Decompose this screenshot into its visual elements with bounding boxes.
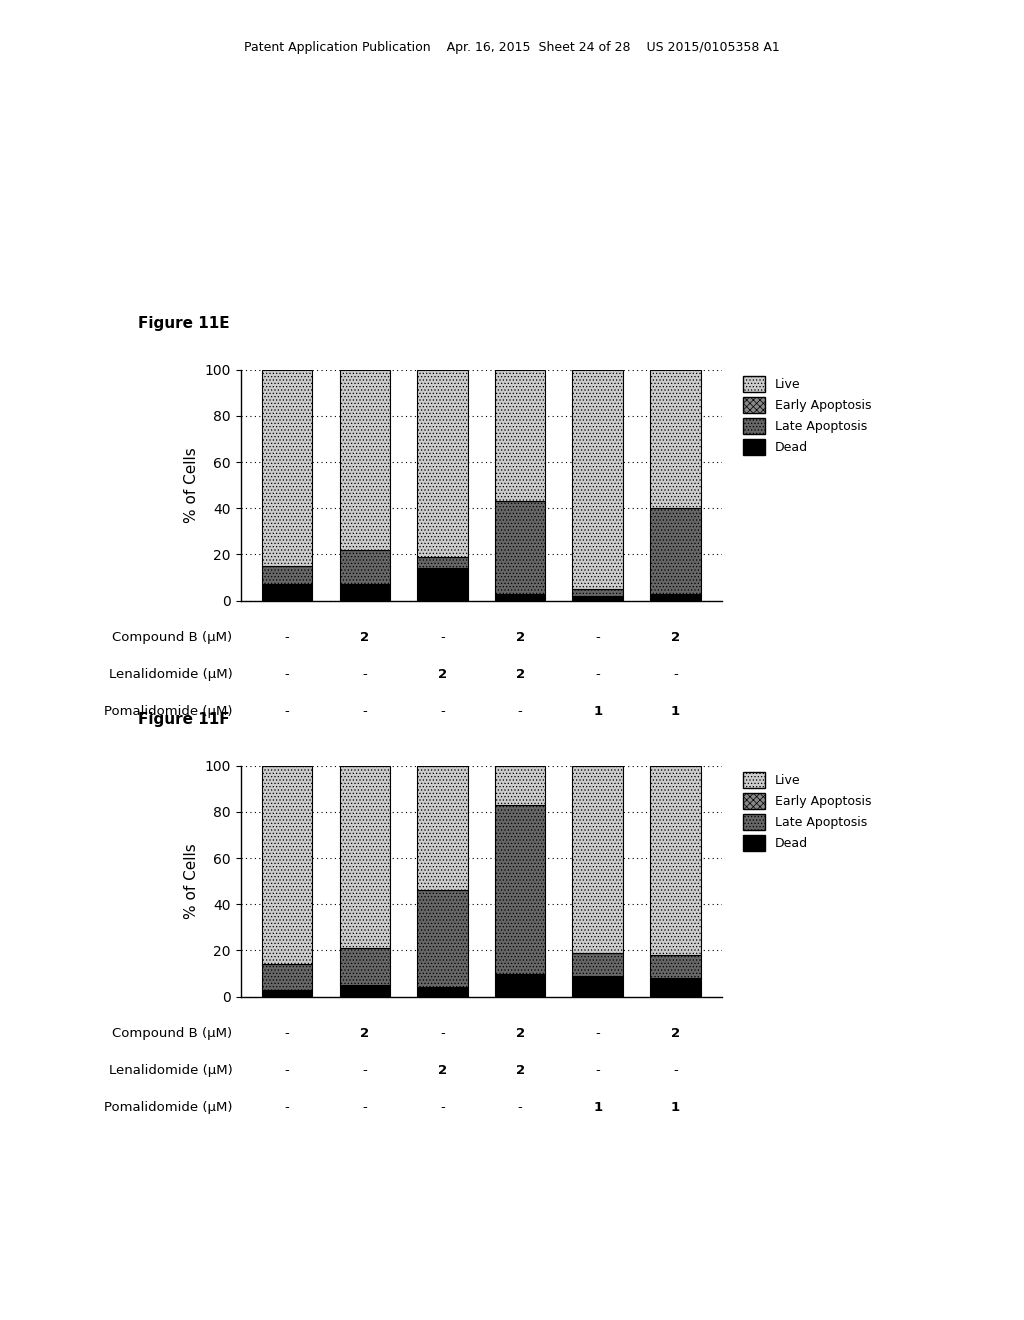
Bar (262, 585, 312, 601)
Bar (417, 987, 468, 997)
Text: Pomalidomide (μM): Pomalidomide (μM) (104, 705, 232, 718)
Bar (340, 549, 390, 585)
Bar (495, 594, 546, 601)
Bar (495, 370, 546, 502)
Text: -: - (673, 1064, 678, 1077)
Text: Figure 11F: Figure 11F (138, 711, 229, 727)
Bar (495, 805, 546, 974)
Text: -: - (440, 1027, 444, 1040)
Text: 2: 2 (515, 668, 524, 681)
Text: 2: 2 (360, 631, 370, 644)
Text: Patent Application Publication    Apr. 16, 2015  Sheet 24 of 28    US 2015/01053: Patent Application Publication Apr. 16, … (244, 41, 780, 54)
Bar (417, 568, 468, 601)
Bar (417, 766, 468, 891)
Bar (572, 370, 623, 589)
Bar (572, 975, 623, 997)
Text: 1: 1 (671, 1101, 680, 1114)
Text: 2: 2 (360, 1027, 370, 1040)
Text: -: - (595, 668, 600, 681)
Text: -: - (362, 705, 368, 718)
Text: 2: 2 (438, 1064, 447, 1077)
Y-axis label: % of Cells: % of Cells (184, 843, 199, 919)
Bar (340, 985, 390, 997)
Text: 1: 1 (671, 705, 680, 718)
Text: -: - (285, 1064, 290, 1077)
Text: 2: 2 (515, 1027, 524, 1040)
Text: 1: 1 (593, 1101, 602, 1114)
Bar (495, 502, 546, 594)
Bar (262, 766, 312, 964)
Bar (650, 370, 700, 508)
Bar (340, 766, 390, 948)
Bar (572, 953, 623, 975)
Bar (340, 948, 390, 985)
Text: -: - (440, 1101, 444, 1114)
Text: 1: 1 (593, 705, 602, 718)
Text: Pomalidomide (μM): Pomalidomide (μM) (104, 1101, 232, 1114)
Bar (572, 595, 623, 601)
Text: -: - (362, 1064, 368, 1077)
Text: -: - (440, 631, 444, 644)
Bar (340, 370, 390, 549)
Text: -: - (285, 705, 290, 718)
Text: -: - (595, 1027, 600, 1040)
Text: -: - (285, 631, 290, 644)
Bar (417, 557, 468, 568)
Bar (650, 956, 700, 978)
Bar (417, 370, 468, 557)
Text: Lenalidomide (μM): Lenalidomide (μM) (109, 1064, 232, 1077)
Y-axis label: % of Cells: % of Cells (184, 447, 199, 523)
Legend: Live, Early Apoptosis, Late Apoptosis, Dead: Live, Early Apoptosis, Late Apoptosis, D… (742, 376, 871, 455)
Text: -: - (440, 705, 444, 718)
Bar (650, 594, 700, 601)
Text: -: - (285, 668, 290, 681)
Text: -: - (518, 1101, 522, 1114)
Text: -: - (518, 705, 522, 718)
Text: -: - (362, 1101, 368, 1114)
Text: -: - (595, 631, 600, 644)
Bar (650, 978, 700, 997)
Text: Lenalidomide (μM): Lenalidomide (μM) (109, 668, 232, 681)
Text: 2: 2 (515, 1064, 524, 1077)
Text: -: - (285, 1101, 290, 1114)
Text: -: - (595, 1064, 600, 1077)
Text: -: - (362, 668, 368, 681)
Text: Compound B (μM): Compound B (μM) (113, 1027, 232, 1040)
Bar (340, 585, 390, 601)
Text: 2: 2 (438, 668, 447, 681)
Text: -: - (285, 1027, 290, 1040)
Text: 2: 2 (515, 631, 524, 644)
Bar (262, 964, 312, 990)
Text: 2: 2 (671, 631, 680, 644)
Text: 2: 2 (671, 1027, 680, 1040)
Bar (262, 566, 312, 585)
Text: -: - (673, 668, 678, 681)
Bar (650, 508, 700, 594)
Bar (650, 766, 700, 956)
Bar (417, 891, 468, 987)
Legend: Live, Early Apoptosis, Late Apoptosis, Dead: Live, Early Apoptosis, Late Apoptosis, D… (742, 772, 871, 851)
Text: Figure 11E: Figure 11E (138, 315, 229, 331)
Text: Compound B (μM): Compound B (μM) (113, 631, 232, 644)
Bar (262, 990, 312, 997)
Bar (262, 370, 312, 566)
Bar (572, 589, 623, 595)
Bar (495, 974, 546, 997)
Bar (495, 766, 546, 805)
Bar (572, 766, 623, 953)
